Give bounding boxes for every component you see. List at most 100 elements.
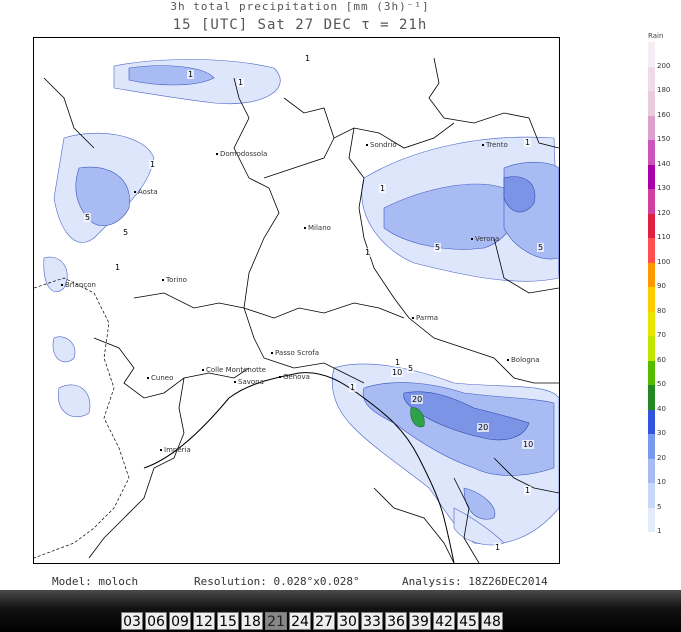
legend-swatch xyxy=(648,507,655,532)
timestep-button-15[interactable]: 15 xyxy=(217,612,239,630)
legend-level-label: 70 xyxy=(657,331,666,339)
legend-level-label: 20 xyxy=(657,453,666,462)
legend-level-label: 30 xyxy=(657,429,666,437)
timestep-button-18[interactable]: 18 xyxy=(241,612,263,630)
contour-label: 5 xyxy=(537,243,545,252)
timestep-button-30[interactable]: 30 xyxy=(337,612,359,630)
legend-unit: Rain xyxy=(648,32,664,40)
city-aosta: Aosta xyxy=(134,188,158,196)
contour-label: 5 xyxy=(434,243,442,252)
city-bologna: Bologna xyxy=(507,356,539,364)
contour-label: 1 xyxy=(524,486,532,495)
legend-swatch xyxy=(648,262,655,287)
contour-label: 1 xyxy=(304,54,312,63)
timestep-button-24[interactable]: 24 xyxy=(289,612,311,630)
footer-info: Model: moloch Resolution: 0.028°x0.028° … xyxy=(0,575,681,589)
timestep-button-21[interactable]: 21 xyxy=(265,612,287,630)
legend-level-label: 60 xyxy=(657,355,666,364)
contour-label: 1 xyxy=(524,138,532,147)
precipitation-map: Domodossola Sondrio Trento Aosta Milano … xyxy=(33,37,560,564)
timestep-button-39[interactable]: 39 xyxy=(409,612,431,630)
legend-swatch xyxy=(648,91,655,116)
map-title-line1: 3h total precipitation [mm (3h)⁻¹] xyxy=(170,0,430,13)
legend-swatch xyxy=(648,360,655,385)
contour-label: 1 xyxy=(237,78,245,87)
contour-label: 1 xyxy=(394,358,402,367)
legend-swatch xyxy=(648,483,655,508)
contour-label: 1 xyxy=(149,160,157,169)
city-briancon: Briançon xyxy=(61,281,96,289)
legend-swatch xyxy=(648,189,655,214)
legend-level-label: 130 xyxy=(657,184,671,192)
legend-swatch xyxy=(648,336,655,361)
map-canvas xyxy=(34,57,559,563)
legend-level-label: 90 xyxy=(657,282,666,290)
legend-swatch xyxy=(648,287,655,312)
legend-level-label: 150 xyxy=(657,135,671,143)
timestep-button-33[interactable]: 33 xyxy=(361,612,383,630)
precipitation-legend: 200 180 160 150 140 130 120 110 100 90 80 70 60 50 40 3… xyxy=(648,34,670,535)
timestep-button-42[interactable]: 42 xyxy=(433,612,455,630)
contour-label: 1 xyxy=(364,248,372,257)
legend-swatch xyxy=(648,115,655,140)
legend-level-label: 140 xyxy=(657,159,671,168)
legend-level-label: 1 xyxy=(657,527,662,535)
legend-level-label: 200 xyxy=(657,61,671,70)
legend-level-label: 50 xyxy=(657,380,666,388)
timestep-selector: 03 06 09 12 15 18 21 24 27 30 33 36 39 42 45 48 xyxy=(121,612,503,630)
contour-label: 10 xyxy=(522,440,535,449)
timestep-button-06[interactable]: 06 xyxy=(145,612,167,630)
legend-swatch xyxy=(648,213,655,238)
model-label: Model: moloch xyxy=(52,575,139,588)
timestep-button-45[interactable]: 45 xyxy=(457,612,479,630)
legend-level-label: 80 xyxy=(657,306,666,315)
timestep-button-48[interactable]: 48 xyxy=(481,612,503,630)
precip-core-green xyxy=(410,407,425,428)
legend-swatch xyxy=(648,311,655,336)
legend-swatch xyxy=(648,409,655,434)
contour-label: 10 xyxy=(391,368,404,377)
legend-swatch xyxy=(648,140,655,165)
analysis-label: Analysis: 18Z26DEC2014 xyxy=(402,575,548,588)
contour-label: 5 xyxy=(84,213,92,222)
timestep-button-09[interactable]: 09 xyxy=(169,612,191,630)
city-genova: Genova xyxy=(279,373,310,381)
legend-level-label: 10 xyxy=(657,478,666,486)
city-torino: Torino xyxy=(162,276,187,284)
legend-swatch xyxy=(648,42,655,67)
city-imperia: Imperia xyxy=(160,446,191,454)
contour-label: 5 xyxy=(407,364,415,373)
precip-field-medium xyxy=(75,65,559,520)
resolution-label: Resolution: 0.028°x0.028° xyxy=(194,575,360,588)
admin-borders xyxy=(43,57,559,563)
contour-label: 20 xyxy=(411,395,424,404)
city-trento: Trento xyxy=(482,141,508,149)
city-sondrio: Sondrio xyxy=(366,141,397,149)
legend-level-label: 40 xyxy=(657,404,666,413)
contour-label: 1 xyxy=(379,184,387,193)
city-verona: Verona xyxy=(471,235,499,243)
contour-label: 1 xyxy=(114,263,122,272)
legend-level-label: 180 xyxy=(657,86,671,94)
timestep-button-12[interactable]: 12 xyxy=(193,612,215,630)
map-title-line2: 15 [UTC] Sat 27 DEC τ = 21h xyxy=(172,17,428,33)
legend-swatch xyxy=(648,66,655,91)
city-savona: Savona xyxy=(234,378,264,386)
contour-label: 1 xyxy=(349,383,357,392)
contour-label: 1 xyxy=(494,543,502,552)
city-colle-montenotte: Colle Montenotte xyxy=(202,366,266,374)
legend-swatch xyxy=(648,164,655,189)
city-milano: Milano xyxy=(304,224,331,232)
city-cuneo: Cuneo xyxy=(147,374,173,382)
timestep-button-27[interactable]: 27 xyxy=(313,612,335,630)
timestep-button-03[interactable]: 03 xyxy=(121,612,143,630)
legend-swatch xyxy=(648,238,655,263)
precip-field-light xyxy=(43,59,559,546)
city-parma: Parma xyxy=(412,314,438,322)
contour-label: 1 xyxy=(187,70,195,79)
legend-level-label: 100 xyxy=(657,257,671,266)
timestep-button-36[interactable]: 36 xyxy=(385,612,407,630)
legend-level-label: 110 xyxy=(657,233,671,241)
contour-label: 20 xyxy=(477,423,490,432)
legend-swatch xyxy=(648,385,655,410)
